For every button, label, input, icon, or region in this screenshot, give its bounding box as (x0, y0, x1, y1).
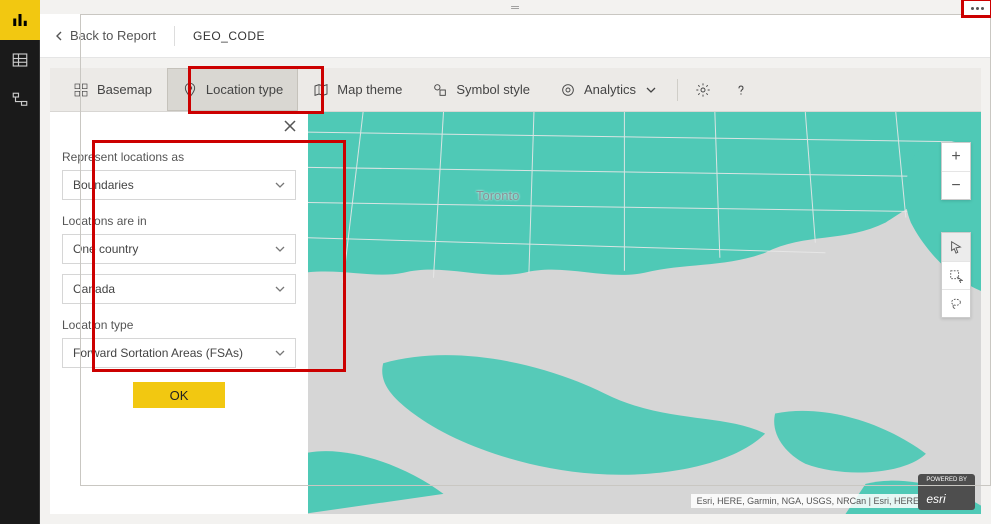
zoom-out-button[interactable]: − (942, 171, 970, 199)
target-icon (560, 82, 576, 98)
back-label: Back to Report (70, 28, 156, 43)
select-rectangle-button[interactable] (942, 261, 970, 289)
form-label: Represent locations as (62, 150, 296, 164)
select-pointer-button[interactable] (942, 233, 970, 261)
select-scope[interactable]: One country (62, 234, 296, 264)
map-toolbar: Basemap Location type Map theme Symbol s… (50, 68, 981, 112)
tool-label: Map theme (337, 82, 402, 97)
zoom-in-button[interactable]: + (942, 143, 970, 171)
lasso-icon (949, 297, 963, 311)
select-value: One country (73, 242, 138, 256)
grid-icon (73, 82, 89, 98)
drag-handle[interactable]: ═ (511, 2, 520, 14)
shapes-icon (432, 82, 448, 98)
chevron-down-icon (275, 244, 285, 254)
close-icon (283, 119, 297, 133)
tool-basemap[interactable]: Basemap (58, 68, 167, 111)
select-value: Canada (73, 282, 115, 296)
select-location-type[interactable]: Forward Sortation Areas (FSAs) (62, 338, 296, 368)
chevron-down-icon (275, 180, 285, 190)
basemap-svg (308, 112, 981, 514)
form-label: Location type (62, 318, 296, 332)
gear-icon (695, 82, 711, 98)
model-icon (11, 91, 29, 109)
nav-rail (0, 0, 40, 524)
back-to-report-link[interactable]: Back to Report (54, 28, 156, 43)
map-icon (313, 82, 329, 98)
main: ═ Back to Report GEO_CODE Basemap Locati… (40, 0, 991, 524)
more-options-button[interactable] (963, 0, 991, 16)
chevron-down-icon (275, 348, 285, 358)
bar-chart-icon (11, 11, 29, 29)
map-city-label: Toronto (476, 188, 519, 203)
marquee-icon (949, 269, 963, 283)
tool-settings[interactable] (684, 68, 722, 111)
tool-analytics[interactable]: Analytics (545, 68, 671, 111)
esri-logo-text: esri (926, 492, 945, 506)
map-canvas[interactable]: Toronto + − (308, 112, 981, 514)
page-title: GEO_CODE (193, 29, 265, 43)
chevron-down-icon (275, 284, 285, 294)
chevron-left-icon (54, 31, 64, 41)
chevron-down-icon (646, 85, 656, 95)
breadcrumb-bar: Back to Report GEO_CODE (40, 14, 991, 58)
form-group-locations-in: Locations are in One country Canada (62, 214, 296, 304)
esri-logo: POWERED BY esri (918, 474, 975, 510)
select-lasso-button[interactable] (942, 289, 970, 317)
map-attribution: Esri, HERE, Garmin, NGA, USGS, NRCan | E… (691, 494, 925, 508)
form-group-location-type: Location type Forward Sortation Areas (F… (62, 318, 296, 368)
table-icon (11, 51, 29, 69)
help-icon (733, 82, 749, 98)
tool-label: Analytics (584, 82, 636, 97)
content-area: Represent locations as Boundaries Locati… (50, 112, 981, 514)
tool-label: Basemap (97, 82, 152, 97)
ellipsis-icon (971, 7, 984, 10)
panel-close-button[interactable] (280, 116, 300, 136)
esri-powered-by: POWERED BY (926, 477, 967, 483)
tool-symbol-style[interactable]: Symbol style (417, 68, 545, 111)
toolbar-separator (677, 79, 678, 101)
tool-help[interactable] (722, 68, 760, 111)
select-value: Forward Sortation Areas (FSAs) (73, 346, 243, 360)
tool-location-type[interactable]: Location type (167, 68, 298, 111)
pin-icon (182, 82, 198, 98)
rail-data-view[interactable] (0, 40, 40, 80)
tool-map-theme[interactable]: Map theme (298, 68, 417, 111)
tool-label: Location type (206, 82, 283, 97)
form-label: Locations are in (62, 214, 296, 228)
ok-button[interactable]: OK (133, 382, 225, 408)
rail-model-view[interactable] (0, 80, 40, 120)
select-represent-as[interactable]: Boundaries (62, 170, 296, 200)
select-value: Boundaries (73, 178, 134, 192)
breadcrumb-separator (174, 26, 175, 46)
location-type-panel: Represent locations as Boundaries Locati… (50, 112, 308, 514)
select-country[interactable]: Canada (62, 274, 296, 304)
rail-report-view[interactable] (0, 0, 40, 40)
pointer-icon (949, 240, 963, 254)
map-controls: + − (941, 142, 971, 318)
form-group-represent: Represent locations as Boundaries (62, 150, 296, 200)
tool-label: Symbol style (456, 82, 530, 97)
